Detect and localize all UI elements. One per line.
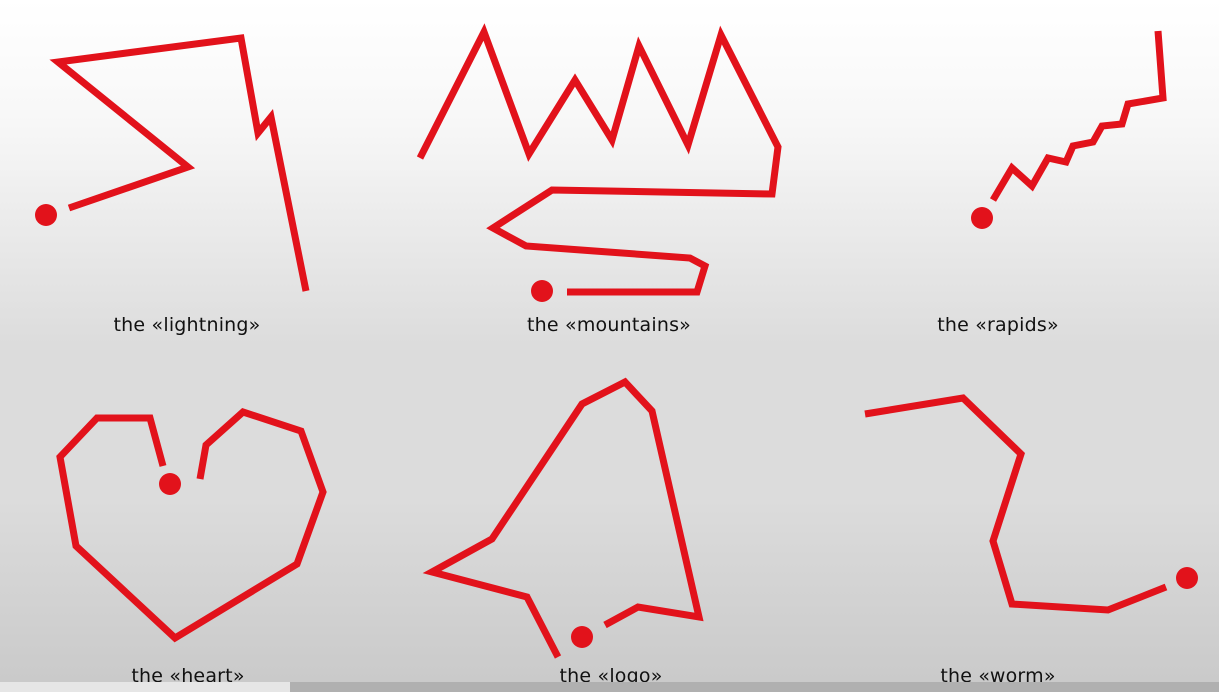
- lightning-figure: [35, 34, 310, 292]
- lightning-path: [49, 34, 310, 292]
- caption-mountains: the «mountains»: [527, 314, 691, 336]
- video-progress-bar[interactable]: [0, 682, 1219, 692]
- logo-path: [422, 377, 704, 659]
- heart-figure: [56, 408, 327, 643]
- caption-logo: the «logo»: [559, 665, 663, 687]
- caption-heart: the «heart»: [131, 665, 245, 687]
- worm-start-dot: [1176, 567, 1198, 589]
- rapids-figure: [971, 30, 1167, 229]
- rapids-start-dot: [971, 207, 993, 229]
- caption-worm: the «worm»: [940, 665, 1056, 687]
- mountains-path: [416, 23, 782, 296]
- lightning-start-dot: [35, 204, 57, 226]
- mountains-figure: [416, 23, 782, 302]
- worm-path: [864, 394, 1168, 614]
- caption-lightning: the «lightning»: [113, 314, 261, 336]
- logo-figure: [422, 377, 704, 659]
- rapids-path: [989, 30, 1167, 202]
- logo-start-dot: [571, 626, 593, 648]
- heart-start-dot: [159, 473, 181, 495]
- mountains-start-dot: [531, 280, 553, 302]
- worm-figure: [864, 394, 1198, 614]
- caption-rapids: the «rapids»: [937, 314, 1059, 336]
- video-progress-buffered: [0, 682, 290, 692]
- heart-path: [56, 408, 327, 643]
